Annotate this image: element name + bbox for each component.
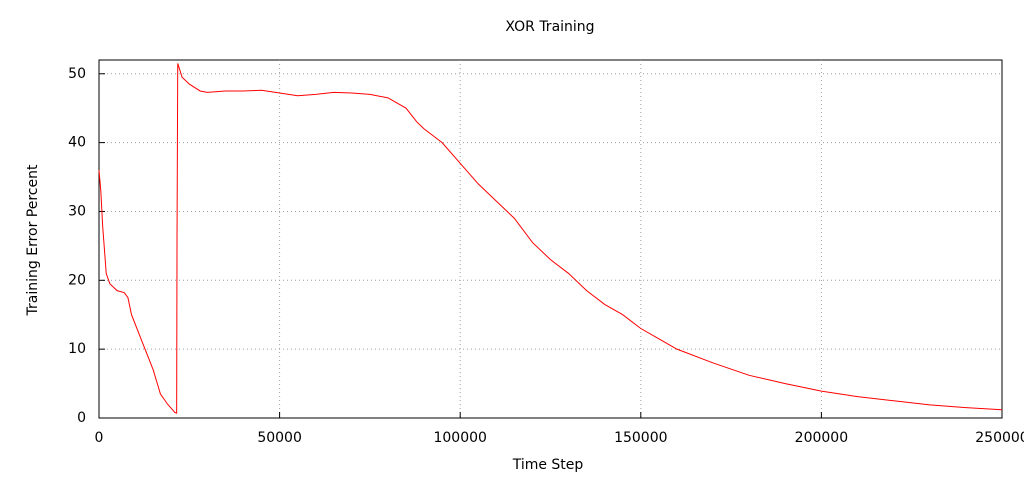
x-axis-label: Time Step (512, 457, 584, 473)
x-tick-label: 250000 (975, 430, 1024, 446)
x-tick-label: 50000 (257, 430, 302, 446)
y-axis-label: Training Error Percent (25, 164, 41, 316)
x-tick-label: 0 (95, 430, 104, 446)
x-tick-label: 200000 (795, 430, 848, 446)
x-tick-label: 100000 (433, 430, 486, 446)
x-tick-label: 150000 (614, 430, 667, 446)
plot-border (98, 59, 1003, 419)
y-tick-label: 20 (68, 272, 86, 288)
chart-title: XOR Training (505, 19, 594, 35)
y-tick-label: 50 (68, 66, 86, 82)
y-tick-label: 30 (68, 203, 86, 219)
data-line (98, 63, 1003, 414)
y-tick-label: 0 (77, 410, 86, 426)
y-tick-label: 10 (68, 341, 86, 357)
y-tick-label: 40 (68, 135, 86, 151)
